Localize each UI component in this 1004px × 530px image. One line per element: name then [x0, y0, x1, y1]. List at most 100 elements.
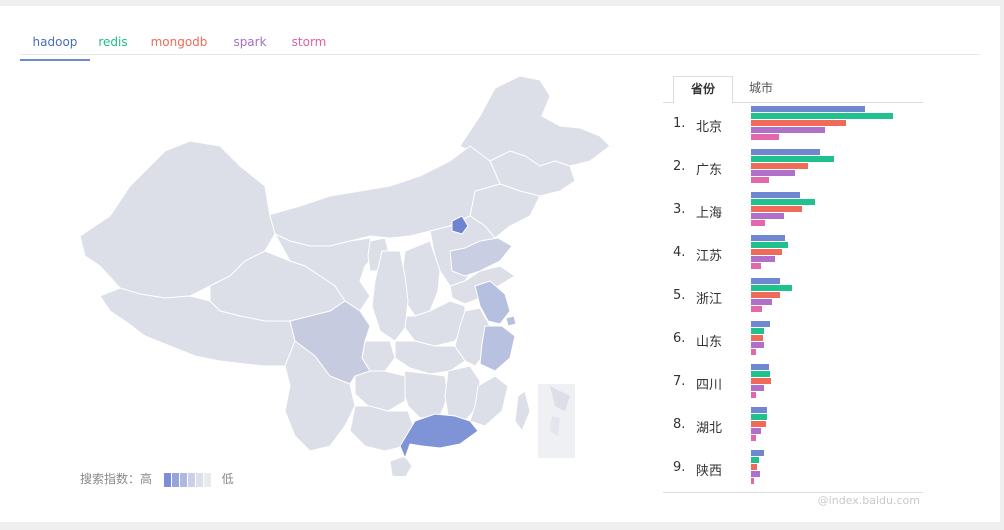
rank-region-name: 江苏 [696, 249, 723, 264]
tab-spark[interactable]: spark [233, 35, 267, 49]
bar-spark[interactable] [751, 256, 775, 262]
rank-tab-province[interactable]: 省份 [673, 76, 733, 104]
bar-spark[interactable] [751, 342, 764, 348]
bar-redis[interactable] [751, 199, 815, 205]
bar-hadoop[interactable] [751, 278, 780, 284]
bar-mongodb[interactable] [751, 206, 802, 212]
bar-spark[interactable] [751, 471, 760, 477]
tab-hadoop[interactable]: hadoop [20, 33, 90, 61]
region-shandong-hl[interactable] [449, 237, 513, 277]
bar-mongodb[interactable] [751, 163, 808, 169]
bar-storm[interactable] [751, 220, 765, 226]
region-shaanxi[interactable] [371, 250, 409, 342]
bar-redis[interactable] [751, 285, 792, 291]
region-taiwan[interactable] [514, 390, 531, 433]
rank-region-name: 上海 [696, 206, 723, 221]
tab-redis[interactable]: redis [98, 35, 128, 49]
rank-number: 2. [673, 159, 686, 174]
bar-storm[interactable] [751, 349, 756, 355]
rank-row[interactable]: 2. 广东 [663, 149, 923, 192]
rank-number: 3. [673, 202, 686, 217]
tab-storm[interactable]: storm [291, 35, 327, 49]
bar-redis[interactable] [751, 156, 834, 162]
legend-swatch [195, 472, 203, 487]
rank-tab-city[interactable]: 城市 [748, 81, 773, 95]
bar-storm[interactable] [751, 177, 769, 183]
south-china-sea-inset [538, 384, 575, 458]
bar-hadoop[interactable] [751, 149, 820, 155]
rank-row[interactable]: 6. 山东 [663, 321, 923, 364]
bar-storm[interactable] [751, 392, 756, 398]
keyword-tabs: hadoop redis mongodb spark storm [20, 26, 980, 61]
region-jiangxi[interactable] [444, 365, 481, 422]
bar-mongodb[interactable] [751, 335, 763, 341]
bar-mongodb[interactable] [751, 120, 846, 126]
region-hubei[interactable] [394, 340, 466, 375]
map-highlights [289, 215, 517, 460]
region-sichuan[interactable] [289, 300, 371, 385]
bar-storm[interactable] [751, 306, 762, 312]
region-heilongjiang[interactable] [459, 75, 611, 167]
region-guangdong[interactable] [399, 413, 479, 460]
rank-number: 4. [673, 245, 686, 260]
rank-footer-line [663, 492, 923, 493]
region-hunan[interactable] [401, 370, 449, 419]
region-shanghai[interactable] [505, 315, 517, 327]
bar-hadoop[interactable] [751, 407, 767, 413]
bar-redis[interactable] [751, 328, 764, 334]
bar-storm[interactable] [751, 134, 779, 140]
rank-row[interactable]: 4. 江苏 [663, 235, 923, 278]
bar-hadoop[interactable] [751, 235, 785, 241]
rank-row[interactable]: 5. 浙江 [663, 278, 923, 321]
rank-row[interactable]: 1. 北京 [663, 106, 923, 149]
bar-mongodb[interactable] [751, 249, 782, 255]
bar-storm[interactable] [751, 263, 761, 269]
legend-swatches [163, 472, 212, 487]
bar-mongodb[interactable] [751, 464, 757, 470]
bar-storm[interactable] [751, 478, 754, 484]
bar-spark[interactable] [751, 170, 795, 176]
rank-region-name: 北京 [696, 120, 723, 135]
bar-hadoop[interactable] [751, 364, 769, 370]
rank-region-name: 四川 [696, 378, 723, 393]
region-zhejiang[interactable] [479, 325, 516, 372]
bar-redis[interactable] [751, 242, 788, 248]
rank-region-name: 广东 [696, 163, 723, 178]
bar-hadoop[interactable] [751, 450, 764, 456]
legend-swatch [163, 472, 171, 487]
bar-redis[interactable] [751, 457, 759, 463]
bar-hadoop[interactable] [751, 321, 770, 327]
bar-hadoop[interactable] [751, 106, 865, 112]
bar-mongodb[interactable] [751, 378, 771, 384]
region-jiangsu[interactable] [474, 280, 511, 325]
map-base [79, 75, 611, 479]
bar-redis[interactable] [751, 371, 770, 377]
bar-spark[interactable] [751, 299, 772, 305]
region-beijing[interactable] [451, 215, 469, 235]
bar-spark[interactable] [751, 428, 761, 434]
rank-number: 6. [673, 331, 686, 346]
bar-spark[interactable] [751, 213, 784, 219]
rank-row[interactable]: 9. 陕西 [663, 450, 923, 493]
bar-mongodb[interactable] [751, 292, 780, 298]
region-fujian[interactable] [469, 375, 509, 427]
region-hainan[interactable] [389, 455, 413, 479]
rank-number: 1. [673, 116, 686, 131]
bar-spark[interactable] [751, 385, 764, 391]
bar-spark[interactable] [751, 127, 825, 133]
bar-redis[interactable] [751, 113, 893, 119]
rank-region-name: 浙江 [696, 292, 723, 307]
bar-mongodb[interactable] [751, 421, 766, 427]
bar-storm[interactable] [751, 435, 756, 441]
bar-redis[interactable] [751, 414, 767, 420]
china-map [70, 66, 630, 479]
tab-mongodb[interactable]: mongodb [150, 35, 208, 49]
rank-region-name: 山东 [696, 335, 723, 350]
rank-number: 8. [673, 417, 686, 432]
rank-row[interactable]: 3. 上海 [663, 192, 923, 235]
rank-number: 5. [673, 288, 686, 303]
region-guizhou[interactable] [354, 370, 406, 412]
bar-hadoop[interactable] [751, 192, 800, 198]
rank-row[interactable]: 8. 湖北 [663, 407, 923, 450]
rank-row[interactable]: 7. 四川 [663, 364, 923, 407]
